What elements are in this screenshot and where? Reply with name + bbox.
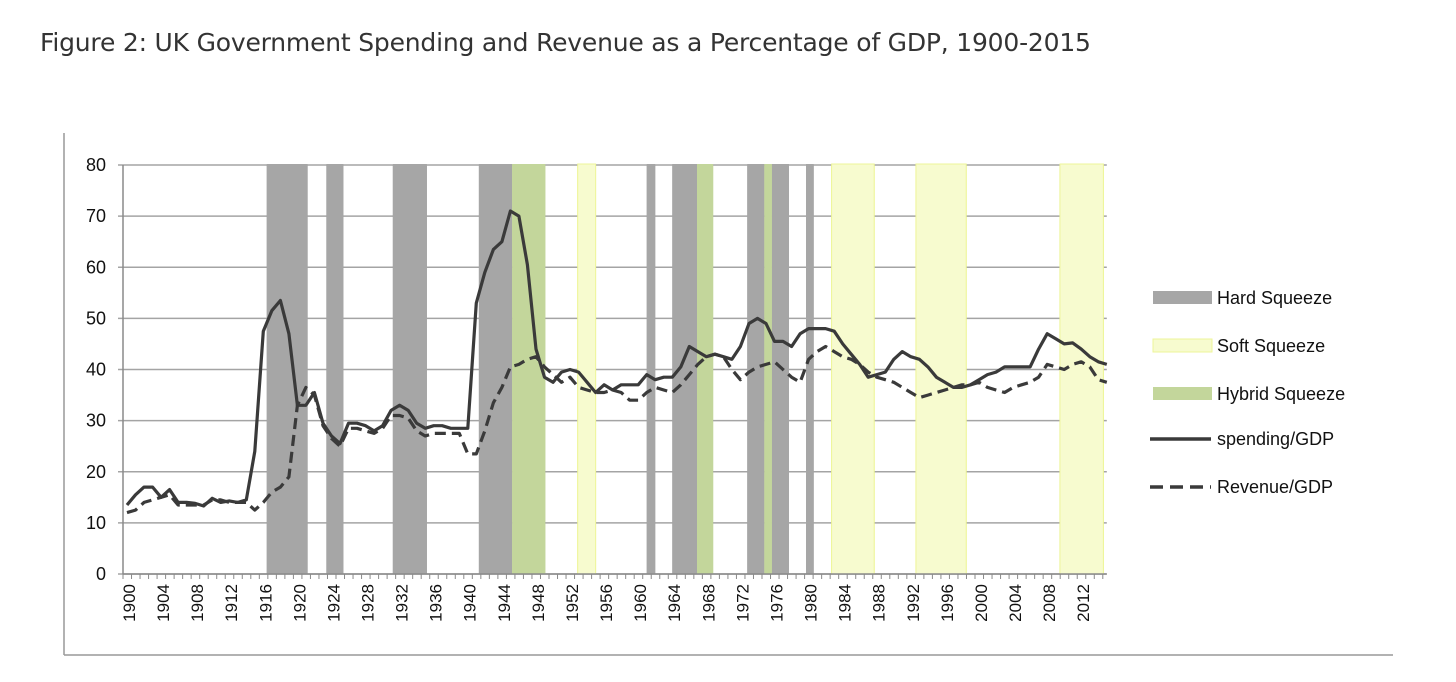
legend-swatch: [1153, 387, 1212, 400]
x-tick-label: 1912: [222, 584, 241, 622]
band-overlay: [577, 163, 597, 575]
legend-swatch: [1153, 291, 1212, 304]
x-tick-label: 1956: [597, 584, 616, 622]
x-tick-label: 1964: [665, 584, 684, 622]
x-tick-label: 1960: [631, 584, 650, 622]
legend-label: Revenue/GDP: [1217, 477, 1333, 497]
x-tick-label: 1908: [188, 584, 207, 622]
band-overlay: [326, 164, 344, 574]
band-overlay: [806, 164, 814, 574]
x-tick-label: 1916: [256, 584, 275, 622]
x-tick-label: 1904: [154, 584, 173, 622]
x-tick-label: 1940: [461, 584, 480, 622]
legend-label: Hybrid Squeeze: [1217, 384, 1345, 404]
x-tick-label: 1936: [427, 584, 446, 622]
legend-label: Hard Squeeze: [1217, 288, 1332, 308]
x-tick-label: 2008: [1040, 584, 1059, 622]
series-line-revenue-gdp: [126, 344, 1108, 515]
band-overlay: [478, 164, 513, 574]
x-tick-label: 1980: [802, 584, 821, 622]
band-overlay: [266, 164, 308, 574]
x-tick-label: 1992: [904, 584, 923, 622]
series-line-spending-gdp: [125, 209, 1108, 508]
x-tick-label: 1928: [359, 584, 378, 622]
x-tick-label: 1924: [324, 584, 343, 622]
band-overlay: [646, 164, 656, 574]
legend-swatch: [1152, 338, 1213, 353]
x-tick-label: 1900: [120, 584, 139, 622]
y-tick-label: 20: [86, 462, 106, 482]
y-tick-label: 60: [86, 257, 106, 277]
legend-label: spending/GDP: [1217, 429, 1334, 449]
y-tick-label: 10: [86, 513, 106, 533]
y-tick-label: 0: [96, 564, 106, 584]
band-overlay: [831, 163, 875, 575]
band-overlay: [764, 164, 772, 574]
x-tick-label: 1988: [870, 584, 889, 622]
x-tick-label: 1952: [563, 584, 582, 622]
y-tick-label: 80: [86, 155, 106, 175]
x-tick-label: 1972: [733, 584, 752, 622]
x-tick-label: 1984: [836, 584, 855, 622]
x-tick-label: 1948: [529, 584, 548, 622]
x-tick-label: 2004: [1006, 584, 1025, 622]
y-tick-label: 50: [86, 308, 106, 328]
x-tick-label: 1976: [767, 584, 786, 622]
y-tick-label: 40: [86, 360, 106, 380]
band-overlay: [747, 164, 765, 574]
band-overlay: [672, 164, 697, 574]
y-tick-label: 30: [86, 411, 106, 431]
x-tick-label: 1968: [699, 584, 718, 622]
band-overlay: [696, 164, 714, 574]
x-tick-label: 1920: [290, 584, 309, 622]
band-overlay: [915, 163, 967, 575]
x-tick-label: 1996: [938, 584, 957, 622]
y-tick-label: 70: [86, 206, 106, 226]
x-tick-label: 1932: [393, 584, 412, 622]
band-overlay: [392, 164, 427, 574]
x-tick-label: 1944: [495, 584, 514, 622]
band-overlay: [512, 164, 546, 574]
legend-label: Soft Squeeze: [1217, 336, 1325, 356]
x-tick-label: 2000: [972, 584, 991, 622]
x-tick-label: 2012: [1074, 584, 1093, 622]
chart-title: Figure 2: UK Government Spending and Rev…: [40, 28, 1091, 57]
